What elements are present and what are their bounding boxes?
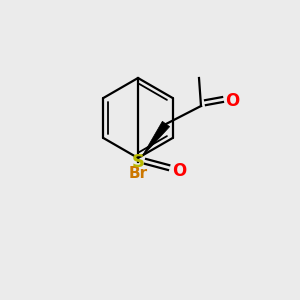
Text: S: S	[131, 153, 145, 171]
Text: Br: Br	[128, 167, 148, 182]
Text: O: O	[225, 92, 239, 110]
Text: O: O	[172, 162, 186, 180]
Polygon shape	[142, 121, 170, 157]
